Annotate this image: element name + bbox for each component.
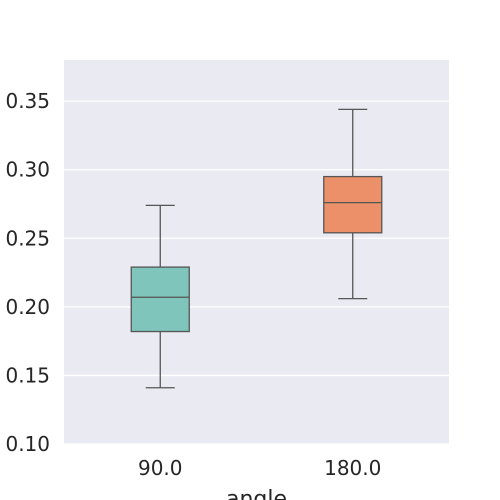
x-axis-title: angle bbox=[226, 487, 287, 500]
y-tick-label: 0.35 bbox=[5, 89, 50, 113]
x-axis: 90.0 180.0 bbox=[138, 456, 381, 480]
y-tick-label: 0.15 bbox=[5, 363, 50, 387]
y-axis: 0.10 0.15 0.20 0.25 0.30 0.35 bbox=[5, 89, 50, 456]
y-tick-label: 0.25 bbox=[5, 226, 50, 250]
boxes bbox=[130, 108, 383, 389]
box-2 bbox=[323, 108, 383, 300]
y-tick-label: 0.20 bbox=[5, 295, 50, 319]
grid bbox=[64, 100, 449, 445]
y-tick-label: 0.10 bbox=[5, 432, 50, 456]
box-iqr bbox=[130, 266, 190, 333]
x-tick-label: 90.0 bbox=[138, 456, 183, 480]
y-tick-label: 0.30 bbox=[5, 158, 50, 182]
box-1 bbox=[130, 204, 190, 389]
box-iqr bbox=[323, 175, 383, 234]
plot-area bbox=[64, 60, 449, 444]
x-tick-label: 180.0 bbox=[324, 456, 381, 480]
